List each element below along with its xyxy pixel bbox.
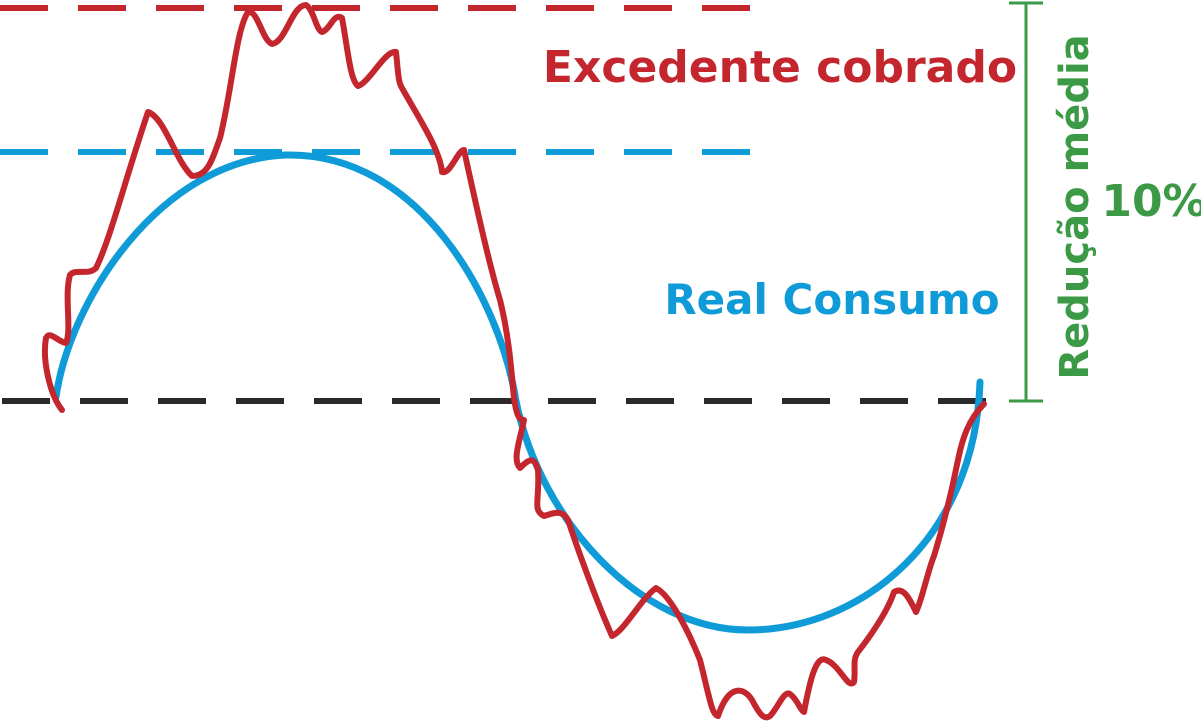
excedente-cobrado-label: Excedente cobrado (543, 42, 1017, 93)
reducao-media-label: Redução média (1052, 34, 1098, 379)
charged-consumption-curve (42, 2, 987, 721)
reduction-percent-label: 10% (1101, 176, 1201, 227)
real-consumption-curve (52, 151, 984, 634)
real-consumo-label: Real Consumo (664, 275, 999, 324)
